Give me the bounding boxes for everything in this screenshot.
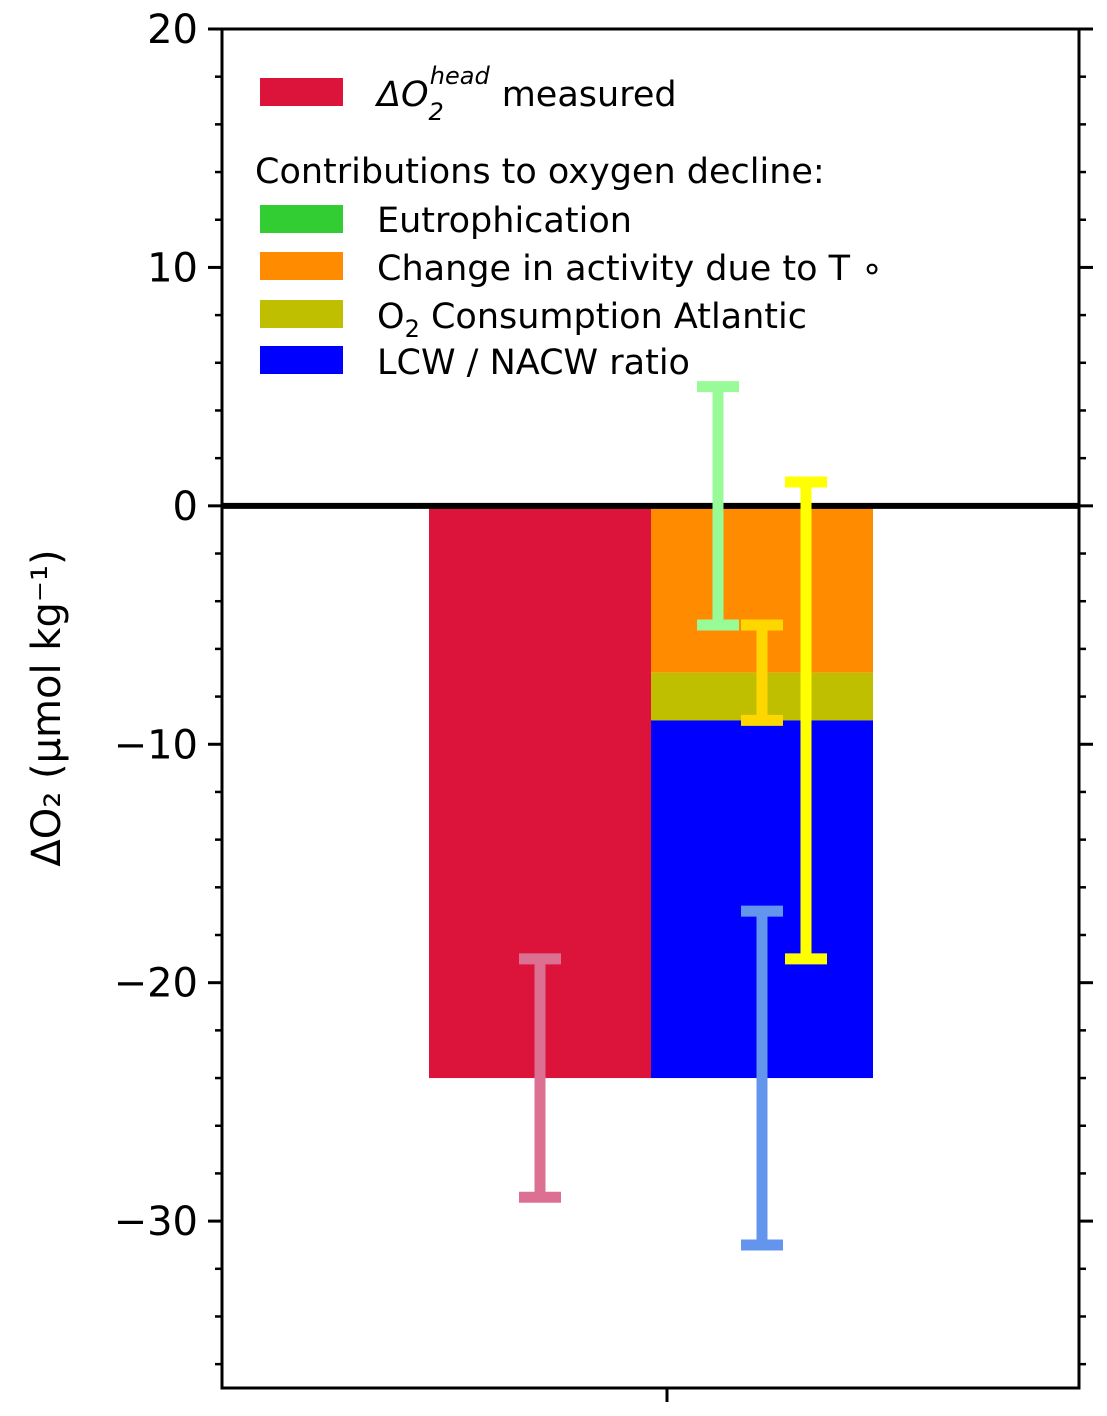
plot-frame bbox=[220, 27, 1081, 1390]
y-tick-label-5: −30 bbox=[114, 1199, 198, 1245]
legend-swatch-lcw-nacw bbox=[260, 346, 343, 374]
legend-swatch-eutrophication bbox=[260, 205, 343, 233]
legend-label-measured: ΔO2head measured bbox=[374, 62, 677, 126]
y-tick-label-3: −10 bbox=[114, 722, 198, 768]
y-tick-label-1: 10 bbox=[147, 245, 198, 291]
legend-heading: Contributions to oxygen decline: bbox=[255, 152, 825, 192]
legend-label-o2-consumption: O2 Consumption Atlantic bbox=[377, 297, 807, 343]
legend-swatch-temperature bbox=[260, 252, 343, 280]
error-bars-layer bbox=[519, 381, 827, 1251]
ticks-layer: 20 10 0 −10 −20 −30 bbox=[114, 7, 1093, 1402]
legend-swatch-o2-consumption bbox=[260, 300, 343, 328]
legend-label-temperature: Change in activity due to T ∘ bbox=[377, 249, 883, 289]
y-tick-label-4: −20 bbox=[114, 961, 198, 1007]
legend-label-eutrophication: Eutrophication bbox=[377, 201, 632, 241]
legend-label-lcw-nacw: LCW / NACW ratio bbox=[377, 343, 690, 383]
bars-layer bbox=[429, 505, 873, 1079]
y-tick-label-0: 20 bbox=[147, 7, 198, 53]
legend: ΔO2head measured Contributions to oxygen … bbox=[255, 62, 883, 383]
legend-swatch-measured bbox=[260, 78, 343, 106]
axes-frame bbox=[220, 27, 1081, 1390]
y-axis-label: ΔO₂ (μmol kg⁻¹) bbox=[24, 549, 70, 866]
y-tick-label-2: 0 bbox=[173, 484, 198, 530]
